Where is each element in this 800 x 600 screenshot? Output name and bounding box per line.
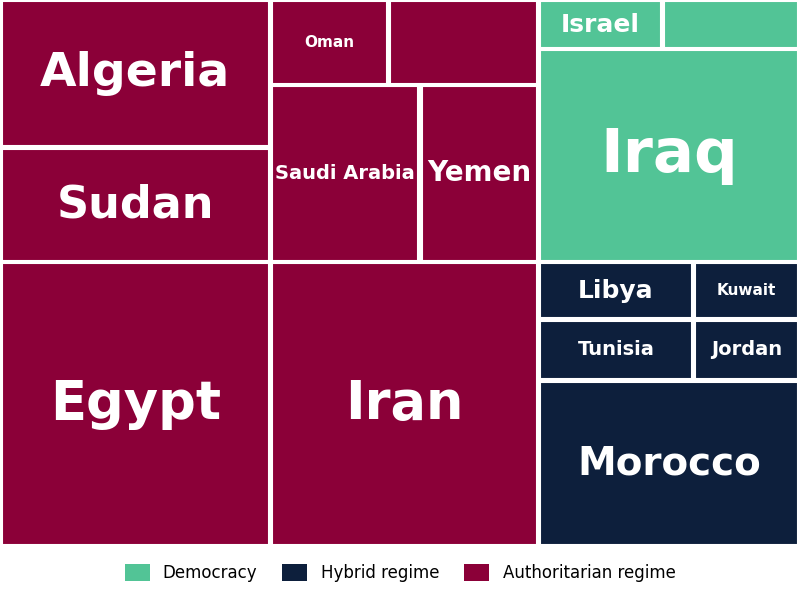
Bar (695, 320, 798, 379)
Bar (540, 382, 798, 545)
Bar (272, 1, 387, 83)
Bar (664, 1, 798, 48)
Bar (540, 320, 692, 379)
Bar (540, 263, 692, 319)
Bar (2, 149, 269, 261)
Bar (2, 263, 269, 545)
Text: Algeria: Algeria (40, 51, 230, 96)
Bar (540, 50, 798, 261)
Bar (390, 1, 537, 83)
Text: Yemen: Yemen (427, 160, 531, 187)
Text: Saudi Arabia: Saudi Arabia (275, 164, 415, 183)
Bar (2, 1, 269, 146)
Text: Tunisia: Tunisia (578, 340, 654, 359)
Text: Iran: Iran (345, 378, 464, 430)
Text: Libya: Libya (578, 279, 654, 303)
Text: Jordan: Jordan (711, 340, 782, 359)
Bar (695, 263, 798, 319)
Text: Kuwait: Kuwait (717, 283, 777, 298)
Bar (422, 86, 537, 261)
Legend: Democracy, Hybrid regime, Authoritarian regime: Democracy, Hybrid regime, Authoritarian … (118, 557, 682, 589)
Text: Oman: Oman (305, 35, 354, 50)
Text: Morocco: Morocco (578, 444, 761, 482)
Text: Israel: Israel (561, 13, 640, 37)
Bar (272, 86, 418, 261)
Bar (540, 1, 661, 48)
Text: Iraq: Iraq (600, 126, 738, 185)
Text: Sudan: Sudan (57, 183, 214, 226)
Bar (272, 263, 537, 545)
Text: Egypt: Egypt (50, 378, 221, 430)
